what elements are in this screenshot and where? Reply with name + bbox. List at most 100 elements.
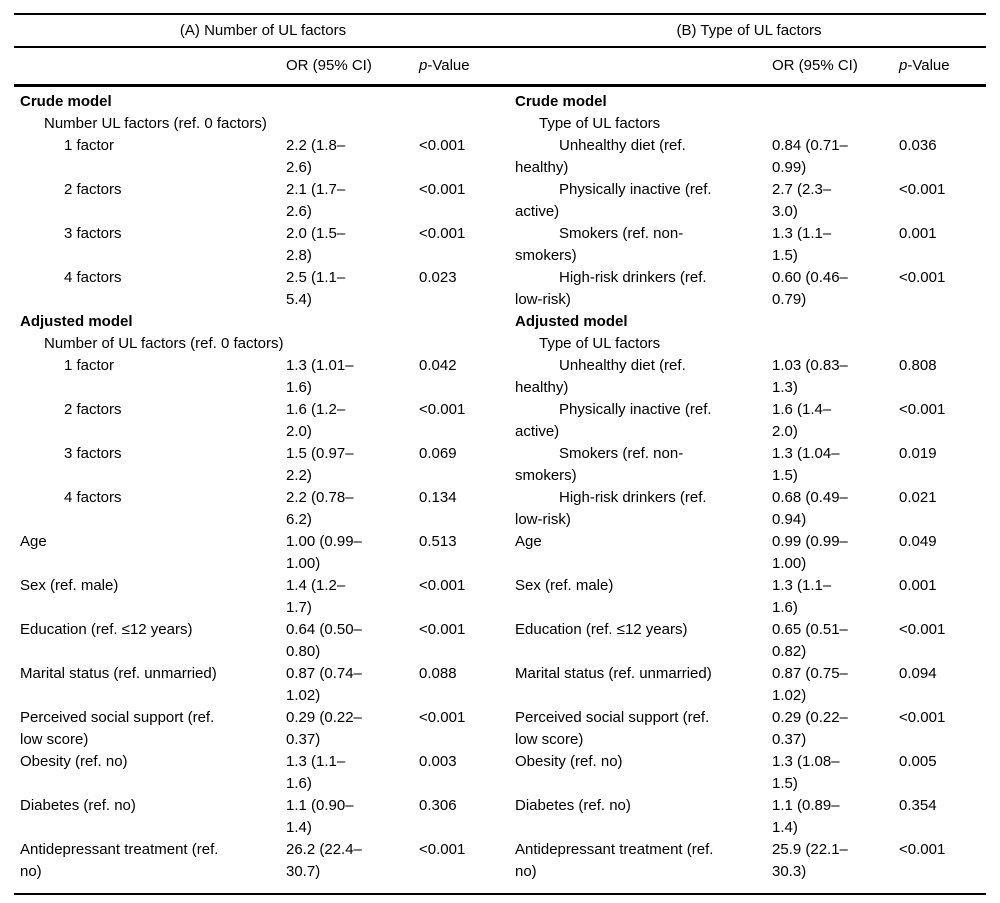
table-row: Crude model Crude model xyxy=(14,86,986,114)
or-value-cell xyxy=(769,333,896,355)
table-row: Antidepressant treatment (ref. no) 26.2 (… xyxy=(14,839,986,894)
p-value-cell: <0.001 xyxy=(419,709,466,726)
p-value-cell xyxy=(416,311,512,333)
row-label-cell: Smokers (ref. non- smokers) xyxy=(515,445,684,484)
row-label-cell: Antidepressant treatment (ref. no) xyxy=(20,841,219,880)
p-value-cell: <0.001 xyxy=(419,621,466,638)
table-row: 2 factors 1.6 (1.2– 2.0) <0.001 Physically … xyxy=(14,399,986,443)
or-value-cell: 2.1 (1.7– 2.6) xyxy=(286,181,346,220)
or-value-cell: 1.1 (0.89– 1.4) xyxy=(772,797,840,836)
table-row: Obesity (ref. no) 1.3 (1.1– 1.6) 0.003 Obes… xyxy=(14,751,986,795)
p-value-cell: 0.513 xyxy=(419,533,457,550)
row-label-cell: High-risk drinkers (ref. low-risk) xyxy=(515,269,707,308)
p-value-cell: 0.036 xyxy=(899,137,937,154)
or-value-cell: 1.4 (1.2– 1.7) xyxy=(286,577,346,616)
table-row: 4 factors 2.5 (1.1– 5.4) 0.023 High-risk dr… xyxy=(14,267,986,311)
row-label-cell: Adjusted model xyxy=(20,313,133,330)
or-value-cell: 1.6 (1.4– 2.0) xyxy=(772,401,832,440)
or-column-header-b: OR (95% CI) xyxy=(769,47,896,87)
or-value-cell: 0.60 (0.46– 0.79) xyxy=(772,269,848,308)
or-value-cell: 1.5 (0.97– 2.2) xyxy=(286,445,354,484)
p-value-cell xyxy=(896,333,986,355)
or-value-cell xyxy=(283,113,416,135)
or-value-cell xyxy=(283,333,416,355)
or-value-cell: 26.2 (22.4– 30.7) xyxy=(286,841,362,880)
or-value-cell: 2.2 (0.78– 6.2) xyxy=(286,489,354,528)
p-value-cell: <0.001 xyxy=(419,841,466,858)
p-value-cell: 0.049 xyxy=(899,533,937,550)
p-value-cell: 0.019 xyxy=(899,445,937,462)
row-label-cell: Crude model xyxy=(20,93,112,110)
p-value-cell xyxy=(896,113,986,135)
p-value-cell: <0.001 xyxy=(419,577,466,594)
p-value-cell: <0.001 xyxy=(419,181,466,198)
row-label-cell: Age xyxy=(20,533,47,550)
p-value-cell: 0.005 xyxy=(899,753,937,770)
p-value-cell xyxy=(416,333,512,355)
p-value-cell: 0.023 xyxy=(419,269,457,286)
row-label-cell: Diabetes (ref. no) xyxy=(515,797,631,814)
p-value-cell: 0.021 xyxy=(899,489,937,506)
or-value-cell: 0.99 (0.99– 1.00) xyxy=(772,533,848,572)
row-label-cell: Marital status (ref. unmarried) xyxy=(515,665,712,682)
or-column-header-a: OR (95% CI) xyxy=(283,47,416,87)
p-value-cell: <0.001 xyxy=(419,137,466,154)
p-value-cell: <0.001 xyxy=(899,709,946,726)
or-value-cell: 2.2 (1.8– 2.6) xyxy=(286,137,346,176)
p-value-cell: <0.001 xyxy=(899,181,946,198)
p-value-cell: 0.094 xyxy=(899,665,937,682)
p-value-cell: 0.306 xyxy=(419,797,457,814)
or-value-cell xyxy=(283,311,416,333)
or-value-cell: 1.03 (0.83– 1.3) xyxy=(772,357,848,396)
row-label-cell: Smokers (ref. non- smokers) xyxy=(515,225,684,264)
table-row: 2 factors 2.1 (1.7– 2.6) <0.001 Physically … xyxy=(14,179,986,223)
p-header-rest-a: -Value xyxy=(427,57,470,74)
or-value-cell xyxy=(769,86,896,114)
p-column-header-a: p-Value xyxy=(416,47,512,87)
or-value-cell: 1.00 (0.99– 1.00) xyxy=(286,533,362,572)
p-value-cell: 0.001 xyxy=(899,225,937,242)
panel-a-title: (A) Number of UL factors xyxy=(14,14,512,48)
table-row: Perceived social support (ref. low score… xyxy=(14,707,986,751)
row-label-cell: Education (ref. ≤12 years) xyxy=(20,621,193,638)
or-value-cell xyxy=(769,113,896,135)
table-row: Marital status (ref. unmarried) 0.87 (0.7… xyxy=(14,663,986,707)
or-value-cell: 1.3 (1.08– 1.5) xyxy=(772,753,840,792)
table-row: 3 factors 1.5 (0.97– 2.2) 0.069 Smokers (re… xyxy=(14,443,986,487)
row-label-cell: 4 factors xyxy=(64,269,122,286)
or-value-cell: 1.3 (1.01– 1.6) xyxy=(286,357,354,396)
row-label-cell: Sex (ref. male) xyxy=(515,577,614,594)
or-value-cell: 0.65 (0.51– 0.82) xyxy=(772,621,848,660)
p-value-cell: 0.042 xyxy=(419,357,457,374)
row-label-cell: Obesity (ref. no) xyxy=(515,753,623,770)
or-value-cell: 1.3 (1.04– 1.5) xyxy=(772,445,840,484)
or-value-cell xyxy=(283,86,416,114)
p-column-header-b: p-Value xyxy=(896,47,987,87)
row-label-cell: 3 factors xyxy=(64,225,122,242)
row-label-cell: Type of UL factors xyxy=(539,115,661,132)
p-value-cell: <0.001 xyxy=(419,401,466,418)
row-label-cell: Age xyxy=(515,533,542,550)
regression-results-table: (A) Number of UL factors (B) Type of UL … xyxy=(14,13,987,895)
p-value-cell: 0.134 xyxy=(419,489,457,506)
table-body: Crude model Crude model Number UL factors … xyxy=(14,86,986,895)
row-label-cell: 3 factors xyxy=(64,445,122,462)
row-label-cell: Type of UL factors xyxy=(539,335,661,352)
p-value-cell: <0.001 xyxy=(899,621,946,638)
p-value-cell xyxy=(416,86,512,114)
table-row: 1 factor 2.2 (1.8– 2.6) <0.001 Unhealthy di… xyxy=(14,135,986,179)
row-label-cell: Diabetes (ref. no) xyxy=(20,797,136,814)
p-value-cell: <0.001 xyxy=(419,225,466,242)
row-label-cell: Physically inactive (ref. active) xyxy=(515,181,712,220)
or-value-cell: 2.7 (2.3– 3.0) xyxy=(772,181,832,220)
row-label-cell: 1 factor xyxy=(64,137,115,154)
table-row: Age 1.00 (0.99– 1.00) 0.513 Age 0.99 (0.99– … xyxy=(14,531,986,575)
table-row: Number of UL factors (ref. 0 factors) Typ… xyxy=(14,333,986,355)
row-label-cell: Perceived social support (ref. low score… xyxy=(20,709,215,748)
or-value-cell: 2.5 (1.1– 5.4) xyxy=(286,269,346,308)
row-label-cell: Unhealthy diet (ref. healthy) xyxy=(515,137,686,176)
or-value-cell: 0.29 (0.22– 0.37) xyxy=(286,709,362,748)
or-value-cell: 0.84 (0.71– 0.99) xyxy=(772,137,848,176)
or-value-cell: 1.6 (1.2– 2.0) xyxy=(286,401,346,440)
